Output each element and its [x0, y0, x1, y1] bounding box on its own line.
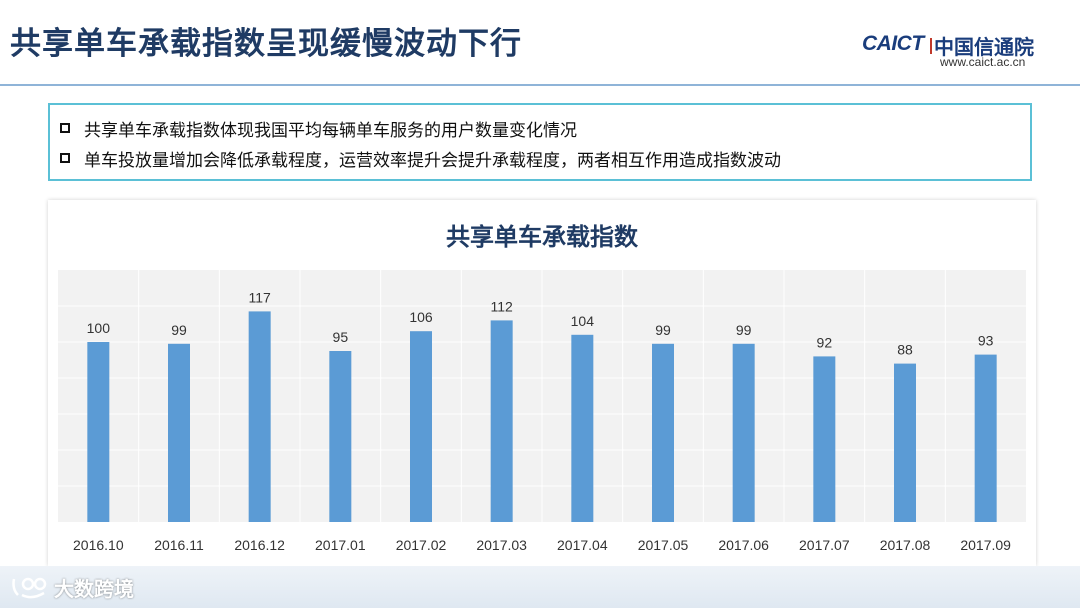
bullet-text: 共享单车承载指数体现我国平均每辆单车服务的用户数量变化情况 [84, 120, 577, 141]
logo-cn-name: 中国信通院 [934, 35, 1034, 59]
bar [813, 356, 836, 522]
x-tick-label: 2017.09 [960, 537, 1011, 553]
bar [410, 331, 432, 522]
bar [168, 343, 190, 522]
bar [894, 363, 916, 522]
data-label: 112 [491, 298, 514, 314]
bar [87, 342, 110, 522]
bar [329, 351, 352, 522]
bar [571, 334, 594, 522]
data-label: 92 [817, 334, 833, 350]
x-tick-label: 2017.06 [718, 537, 769, 553]
chart-title: 共享单车承载指数 [446, 223, 639, 251]
x-tick-label: 2016.10 [73, 537, 124, 553]
bar-chart: 共享单车承载指数 100 99 117 95 106 112 104 99 99 92 88 93 2… [58, 223, 1026, 553]
bar [490, 320, 513, 522]
data-label: 99 [655, 322, 671, 338]
watermark-logo-icon [12, 577, 47, 599]
x-tick-label: 2017.03 [476, 537, 527, 553]
x-tick-label: 2017.08 [880, 537, 931, 553]
data-label: 106 [409, 309, 433, 325]
x-tick-label: 2016.11 [154, 537, 204, 553]
x-tick-label: 2017.07 [799, 537, 850, 553]
chart-panel: 共享单车承载指数 100 99 117 95 106 112 104 99 99 92 88 93 2… [48, 200, 1036, 566]
data-label: 95 [333, 329, 349, 345]
watermark: 大数跨境 [10, 572, 134, 602]
x-tick-label: 2017.01 [315, 537, 366, 553]
footer-band [0, 566, 1080, 608]
data-label: 99 [736, 322, 752, 338]
title-divider [0, 84, 1080, 86]
data-label: 93 [978, 333, 994, 349]
bar [732, 343, 755, 522]
data-label: 99 [171, 322, 187, 338]
x-tick-label: 2017.02 [396, 537, 447, 553]
square-bullet-icon [60, 123, 70, 133]
data-label: 104 [571, 313, 595, 329]
logo-accent-bar [930, 38, 932, 54]
bullet-item: 共享单车承载指数体现我国平均每辆单车服务的用户数量变化情况 [60, 115, 577, 141]
caict-logo: CAICT 中国信通院 www.caict.ac.cn [862, 32, 1042, 72]
data-label: 100 [87, 320, 111, 336]
bullet-text: 单车投放量增加会降低承载程度，运营效率提升会提升承载程度，两者相互作用造成指数波… [84, 150, 781, 171]
logo-url: www.caict.ac.cn [940, 55, 1026, 69]
logo-brand: CAICT [862, 32, 924, 55]
bar [974, 354, 997, 522]
square-bullet-icon [60, 153, 70, 163]
info-box: 共享单车承载指数体现我国平均每辆单车服务的用户数量变化情况 单车投放量增加会降低… [48, 103, 1032, 181]
bullet-item: 单车投放量增加会降低承载程度，运营效率提升会提升承载程度，两者相互作用造成指数波… [60, 145, 781, 171]
data-label: 88 [897, 342, 913, 358]
x-tick-label: 2017.05 [638, 537, 689, 553]
data-label: 117 [249, 289, 272, 305]
x-tick-label: 2017.04 [557, 537, 608, 553]
bar [248, 311, 271, 522]
bar [652, 343, 674, 522]
x-tick-label: 2016.12 [234, 537, 285, 553]
page-title: 共享单车承载指数呈现缓慢波动下行 [10, 26, 522, 62]
watermark-text: 大数跨境 [54, 576, 134, 601]
